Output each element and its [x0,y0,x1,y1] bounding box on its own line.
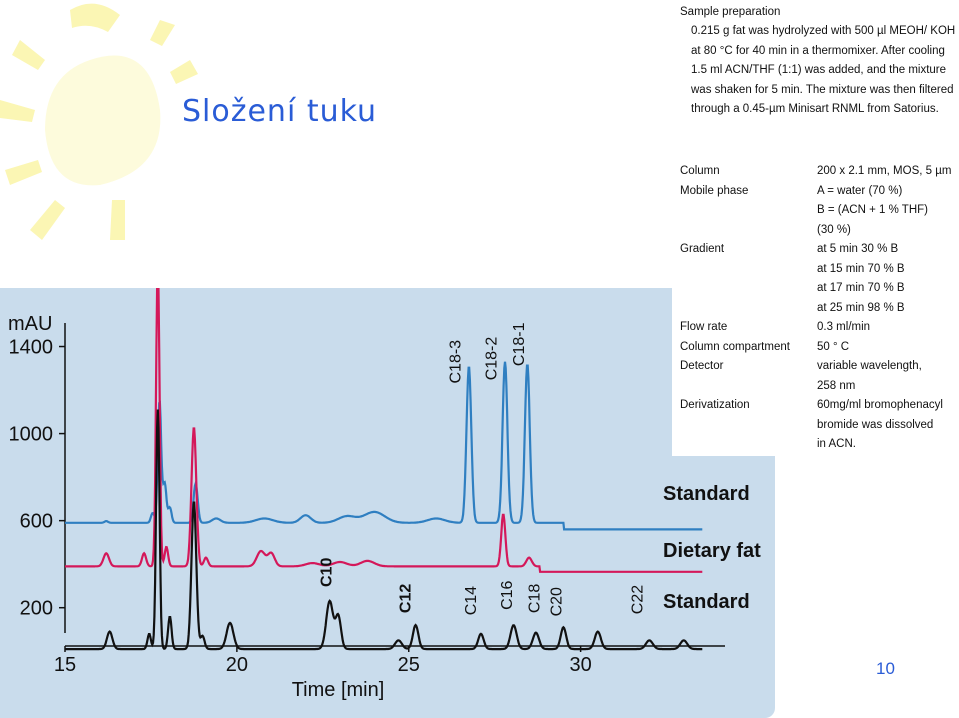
method-row-value: at 25 min 98 % B [817,301,905,314]
method-row-value: 200 x 2.1 mm, MOS, 5 µm [817,165,952,177]
y-tick-label: 600 [20,511,53,533]
method-row-value: B = (ACN + 1 % THF) [817,204,928,216]
method-row-value: 50 ° C [817,340,850,353]
x-axis-label: Time [min] [292,679,385,701]
series-label: Dietary fat [663,540,761,562]
method-row-value: (30 %) [817,223,851,236]
page-number: 10 [876,659,895,678]
peak-label: C18-2 [483,337,500,381]
peak-label: C16 [499,580,516,609]
series-label: Standard [663,483,750,505]
series-label: Standard [663,591,750,613]
peak-label: C22 [630,585,647,614]
series-line [65,361,703,531]
method-row-value: at 15 min 70 % B [817,262,905,275]
y-tick-label: 1400 [9,337,54,359]
sample-prep-heading: Sample preparation [680,6,781,18]
slide-title: Složení tuku [182,94,378,129]
method-conditions-panel: Sample preparation 0.215 g fat was hydro… [672,0,959,456]
x-tick-label: 20 [226,654,248,676]
method-row-value: 0.3 ml/min [817,321,871,333]
method-row-label: Column [680,165,720,177]
sample-prep-text: 0.215 g fat was hydrolyzed with 500 µl M… [691,25,956,115]
method-row-value: variable wavelength, [817,360,922,372]
peak-label: C10 [318,558,335,587]
method-row-label: Mobile phase [680,184,749,197]
y-axis-label: mAU [8,313,52,335]
method-row-value: 60mg/ml bromophenacyl [817,399,943,411]
method-row-label: Detector [680,360,724,372]
x-tick-label: 15 [54,654,76,676]
chromatogram-chart: 200 600 1000 1400 15 20 25 30 mAU Time [min] Stand… [8,288,761,701]
method-row-label: Derivatization [680,399,750,411]
x-tick-label: 25 [398,654,420,676]
method-row-value: A = water (70 %) [817,184,903,197]
method-row-value: at 17 min 70 % B [817,282,905,294]
peak-label: C12 [398,584,415,613]
method-row-value: 258 nm [817,379,856,392]
y-tick-label: 1000 [9,424,54,446]
x-tick-label: 30 [570,654,592,676]
series-line [65,288,703,573]
y-tick-label: 200 [20,598,53,620]
peak-label: C18-1 [511,322,528,366]
peak-label: C18-3 [447,340,464,384]
method-row-value: in ACN. [817,438,856,450]
method-row-label: Gradient [680,243,725,255]
method-row-value: bromide was dissolved [817,418,934,431]
peak-label: C20 [549,587,566,616]
series-line [65,409,703,651]
peak-label: C14 [463,586,480,615]
method-row-label: Flow rate [680,321,728,333]
method-row-value: at 5 min 30 % B [817,243,899,255]
method-row-label: Column compartment [680,340,790,353]
peak-label: C18 [526,584,543,613]
sun-decoration [0,3,198,240]
